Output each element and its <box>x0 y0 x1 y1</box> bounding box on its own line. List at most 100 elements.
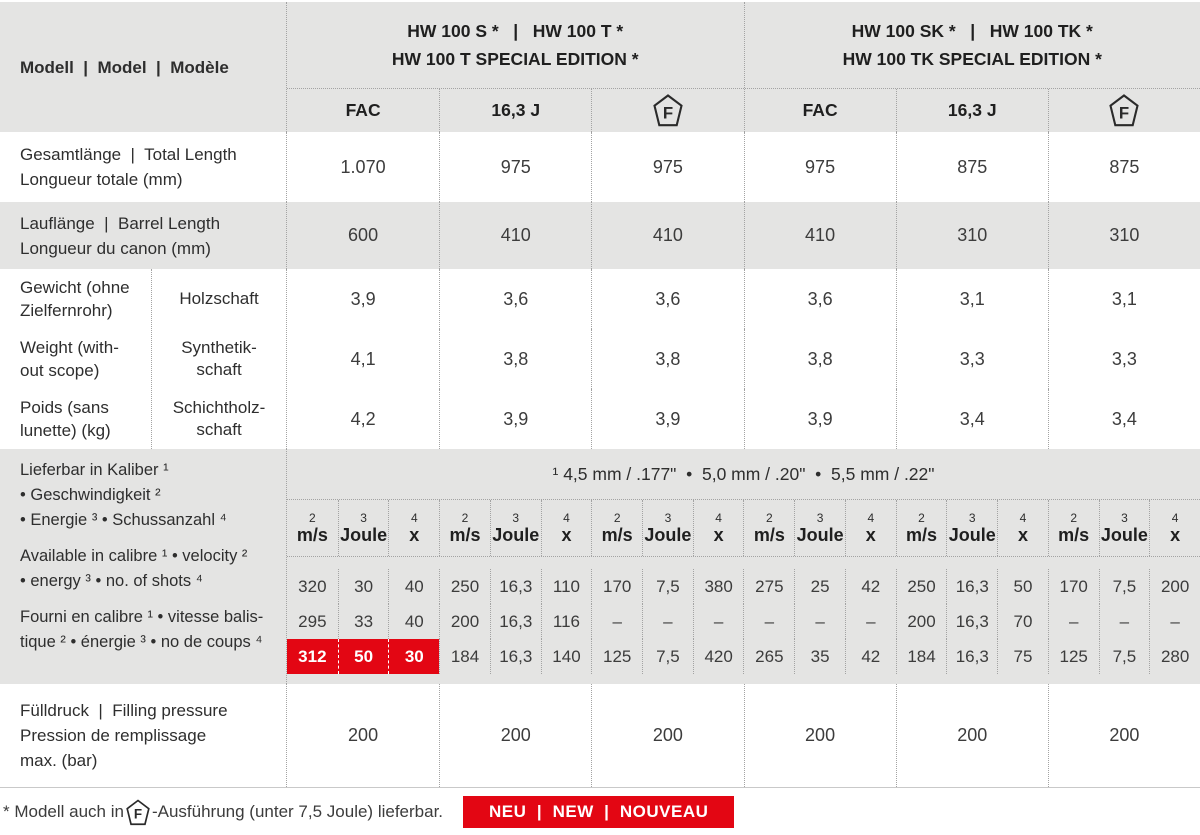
unit-label: m/s <box>1058 525 1090 545</box>
unit-label: x <box>713 525 724 545</box>
stock-holzschaft: Holzschaft <box>152 269 286 329</box>
weight-label-en: Weight (with- out scope) <box>0 329 151 389</box>
label-line: Zielfernrohr) <box>20 301 113 320</box>
barrel-length-label: Lauflänge | Barrel Length Longueur du ca… <box>0 202 287 269</box>
group1-models: HW 100 S * | HW 100 T * <box>407 20 624 41</box>
label-line: Longueur totale (mm) <box>20 170 183 189</box>
group1-special-edition: HW 100 T SPECIAL EDITION * <box>391 48 639 69</box>
pressure-values: 200 200 200 200 200 200 <box>287 684 1200 787</box>
label-line: out scope) <box>20 361 100 380</box>
label-line: • energy ³ • no. of shots ⁴ <box>20 572 203 590</box>
f-pentagon-icon: F <box>653 94 683 127</box>
value-cell: 116 <box>540 604 592 639</box>
unit-superscript: 2 <box>766 511 773 525</box>
value-cell: 310 <box>1047 202 1200 269</box>
model-label: Modell | Model | Modèle <box>20 57 229 77</box>
value-cell: 410 <box>439 202 591 269</box>
label-line: Fourni en calibre ¹ • vitesse balis- <box>20 608 264 626</box>
value-cell: 200 <box>348 725 379 745</box>
value-cell: 4,1 <box>350 348 376 369</box>
f-pentagon-icon: F <box>126 799 150 826</box>
unit-cell: 3 Joule <box>642 500 693 556</box>
value-cell: 420 <box>692 639 744 674</box>
label-line: • Energie ³ • Schussanzahl ⁴ <box>20 511 227 529</box>
value-cell: 170 <box>1047 569 1099 604</box>
value-cell: 30 <box>337 569 389 604</box>
variant-163j-2: 16,3 J <box>895 89 1048 132</box>
value-cell: 200 <box>1149 569 1200 604</box>
value-cell: 3,8 <box>591 329 743 389</box>
value-cell: – <box>1047 604 1099 639</box>
value-cell: 140 <box>540 639 592 674</box>
unit-superscript: 4 <box>1171 511 1179 525</box>
value-cell: 875 <box>895 132 1048 202</box>
unit-superscript: 4 <box>410 511 418 525</box>
value-cell: 3,6 <box>591 269 743 329</box>
value-cell: 380 <box>692 569 744 604</box>
unit-label: x <box>561 525 572 545</box>
unit-label: Joule <box>340 525 388 545</box>
value-cell: 7,5 <box>1098 639 1150 674</box>
unit-label: Joule <box>1100 525 1148 545</box>
caliber-label-de: Lieferbar in Kaliber ¹ • Geschwindigkeit… <box>20 458 286 533</box>
value-cell: 35 <box>794 639 845 674</box>
unit-cell: 2 m/s <box>1047 500 1099 556</box>
label-line: schaft <box>196 360 242 379</box>
value-cell: 200 <box>591 684 743 787</box>
unit-superscript: 4 <box>563 511 570 525</box>
unit-cell: 3 Joule <box>489 500 541 556</box>
header-right: HW 100 S * | HW 100 T * HW 100 T SPECIAL… <box>287 2 1200 132</box>
unit-superscript: 3 <box>664 511 672 525</box>
value-cell: 320 <box>298 576 327 596</box>
unit-superscript: 2 <box>613 511 621 525</box>
row-filling-pressure: Fülldruck | Filling pressure Pression de… <box>0 684 1200 788</box>
group2-special-edition: HW 100 TK SPECIAL EDITION * <box>842 48 1102 69</box>
label-line: Synthetik- <box>181 338 257 357</box>
value-cell: 4,2 <box>350 408 376 429</box>
label-line: lunette) (kg) <box>20 421 111 440</box>
unit-superscript: 4 <box>1019 511 1027 525</box>
value-cell: 3,6 <box>743 269 896 329</box>
unit-cell: 2 m/s <box>743 500 794 556</box>
label-line: tique ² • énergie ³ • no de coups ⁴ <box>20 633 263 651</box>
value-cell: 3,3 <box>895 329 1048 389</box>
row-barrel-length: Lauflänge | Barrel Length Longueur du ca… <box>0 202 1200 269</box>
value-cell: 250 <box>439 569 490 604</box>
value-cell: 1.070 <box>340 156 386 177</box>
new-badge: NEU | NEW | NOUVEAU <box>463 795 735 828</box>
value-cell: 16,3 <box>489 639 541 674</box>
unit-label: Joule <box>492 525 540 545</box>
variant-fac-2: FAC <box>743 89 896 132</box>
value-cell: 200 <box>895 604 947 639</box>
value-cell: 3,9 <box>350 288 376 309</box>
value-cell: 50 <box>997 569 1048 604</box>
value-cell: 184 <box>439 639 490 674</box>
value-cell: – <box>794 604 845 639</box>
label-line: Lieferbar in Kaliber ¹ <box>20 461 169 479</box>
value-cell: 310 <box>895 202 1048 269</box>
unit-label: m/s <box>296 525 328 545</box>
value-cell: 16,3 <box>946 569 997 604</box>
stock-schichtholzschaft: Schichtholz- schaft <box>152 389 286 449</box>
value-cell: 3,1 <box>895 269 1048 329</box>
value-cell: 16,3 <box>946 604 997 639</box>
caliber-label-en: Available in calibre ¹ • velocity ² • en… <box>20 544 286 594</box>
calibers-line: ¹ 4,5 mm / .177" • 5,0 mm / .20" • 5,5 m… <box>287 449 1200 500</box>
label-line: Available in calibre ¹ • velocity ² <box>20 547 248 565</box>
value-cell: 3,8 <box>439 329 591 389</box>
caliber-label: Lieferbar in Kaliber ¹ • Geschwindigkeit… <box>0 449 287 684</box>
label-line: Poids (sans <box>20 398 109 417</box>
value-cell: 250 <box>895 569 947 604</box>
unit-cell: 3 Joule <box>946 500 997 556</box>
value-cell: 200 <box>895 684 1048 787</box>
value-cell: – <box>692 604 744 639</box>
label-line: Lauflänge | Barrel Length <box>20 213 221 233</box>
unit-cell: 3 Joule <box>337 500 389 556</box>
unit-label: m/s <box>906 525 938 545</box>
unit-label: x <box>1170 525 1181 545</box>
highlighted-value-cell: 312 <box>287 639 338 674</box>
unit-superscript: 2 <box>309 511 316 525</box>
value-cell: 3,9 <box>743 389 896 449</box>
